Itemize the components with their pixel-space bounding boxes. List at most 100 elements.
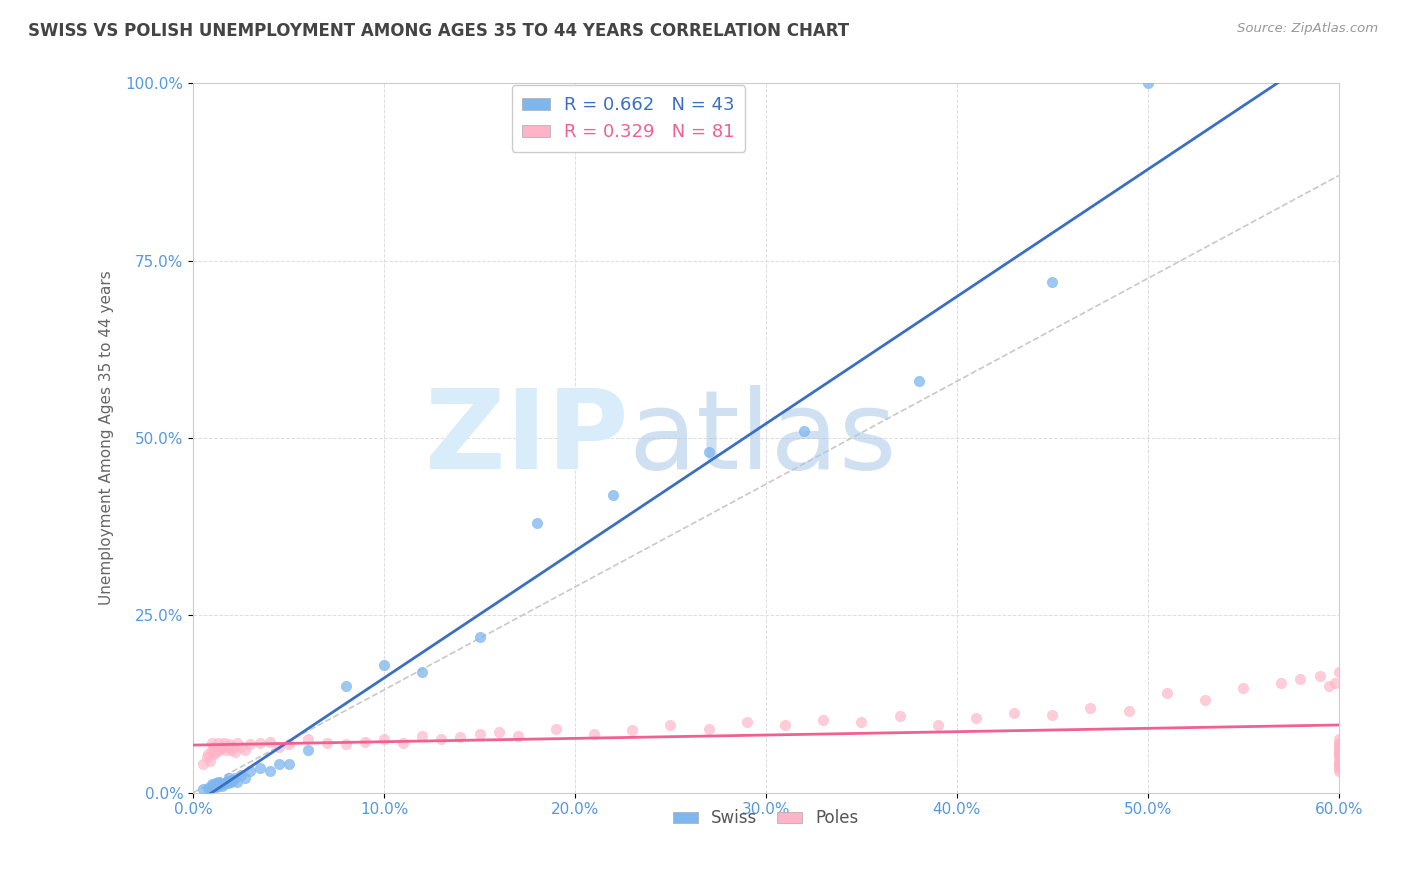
Point (205, 780, 228, 794)
Point (773, 718, 796, 732)
Point (468, 630, 491, 644)
Point (1327, 738, 1350, 752)
Point (1323, 675, 1346, 690)
Text: SWISS VS POLISH UNEMPLOYMENT AMONG AGES 35 TO 44 YEARS CORRELATION CHART: SWISS VS POLISH UNEMPLOYMENT AMONG AGES … (28, 22, 849, 40)
Point (335, 679, 357, 693)
Point (793, 424, 815, 438)
Point (277, 757, 299, 772)
Point (202, 739, 225, 754)
Point (201, 777, 224, 791)
Point (697, 722, 720, 736)
Point (239, 738, 262, 752)
Point (221, 775, 243, 789)
Point (208, 777, 231, 791)
Point (224, 772, 246, 786)
Point (1327, 732, 1350, 747)
Point (269, 757, 291, 772)
Point (583, 727, 606, 741)
Point (222, 739, 245, 754)
Point (217, 739, 239, 754)
Point (602, 488, 624, 502)
Point (249, 736, 271, 750)
Point (315, 736, 337, 750)
Point (202, 779, 225, 793)
Point (468, 727, 491, 741)
Point (211, 739, 233, 754)
Point (1327, 761, 1350, 775)
Point (889, 709, 911, 723)
Point (1327, 758, 1350, 772)
Point (226, 775, 249, 789)
Point (526, 516, 548, 530)
Point (927, 718, 949, 732)
Point (217, 776, 239, 790)
Point (1327, 741, 1350, 756)
Point (354, 734, 377, 748)
Point (218, 738, 240, 752)
Point (212, 777, 235, 791)
Point (207, 741, 229, 756)
Point (208, 743, 231, 757)
Point (233, 743, 256, 757)
Point (411, 665, 433, 679)
Point (211, 779, 233, 793)
Point (207, 736, 229, 750)
Point (201, 736, 224, 750)
Point (200, 754, 222, 768)
Point (1327, 750, 1350, 764)
Point (1327, 665, 1350, 679)
Point (191, 757, 214, 772)
Point (1289, 672, 1312, 686)
Point (1317, 679, 1340, 693)
Point (229, 739, 252, 754)
Point (277, 738, 299, 752)
Point (269, 739, 291, 754)
Point (224, 745, 246, 759)
Point (221, 743, 243, 757)
Point (202, 778, 225, 792)
Text: atlas: atlas (628, 384, 897, 491)
Point (373, 658, 395, 673)
Point (1002, 706, 1025, 721)
Point (1327, 739, 1350, 754)
Point (214, 775, 236, 789)
Point (201, 779, 224, 793)
Point (659, 718, 682, 732)
Point (1270, 675, 1292, 690)
Point (297, 732, 319, 747)
Point (249, 761, 271, 775)
Point (1118, 704, 1140, 718)
Point (195, 750, 218, 764)
Point (202, 747, 225, 761)
Point (233, 772, 256, 786)
Point (222, 772, 245, 787)
Point (197, 780, 219, 795)
Point (259, 734, 281, 748)
Point (449, 731, 471, 745)
Point (1327, 747, 1350, 761)
Point (197, 747, 219, 761)
Point (1232, 681, 1254, 695)
Point (335, 738, 357, 752)
Point (373, 732, 395, 747)
Point (1080, 700, 1102, 714)
Point (811, 714, 834, 728)
Point (200, 781, 222, 796)
Point (1327, 736, 1350, 750)
Point (297, 743, 319, 757)
Point (229, 768, 252, 782)
Point (217, 773, 239, 788)
Point (1327, 747, 1350, 761)
Point (907, 374, 929, 388)
Point (430, 732, 453, 747)
Point (239, 764, 262, 779)
Point (735, 714, 758, 729)
Point (1040, 707, 1063, 722)
Point (218, 772, 240, 786)
Point (697, 445, 720, 459)
Point (1327, 754, 1350, 768)
Point (207, 775, 229, 789)
Point (207, 779, 229, 793)
Point (212, 736, 235, 750)
Point (1327, 745, 1350, 759)
